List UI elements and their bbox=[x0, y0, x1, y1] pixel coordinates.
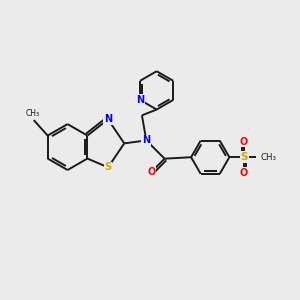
Text: S: S bbox=[104, 162, 112, 172]
Text: N: N bbox=[142, 135, 150, 146]
Text: CH₃: CH₃ bbox=[26, 110, 40, 118]
Text: N: N bbox=[136, 95, 144, 105]
Text: O: O bbox=[240, 168, 248, 178]
Text: CH₃: CH₃ bbox=[261, 153, 277, 162]
Text: O: O bbox=[147, 167, 155, 177]
Text: S: S bbox=[240, 152, 248, 162]
Text: O: O bbox=[240, 136, 248, 147]
Text: N: N bbox=[104, 114, 112, 124]
